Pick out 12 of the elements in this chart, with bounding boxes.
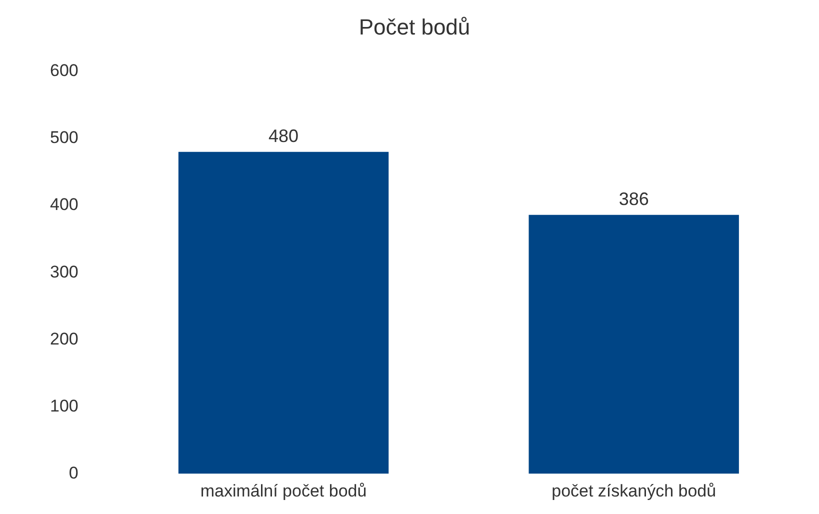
y-tick-label: 300	[50, 262, 78, 282]
y-tick-label: 200	[50, 329, 78, 348]
x-tick-label: počet získaných bodů	[552, 482, 716, 501]
data-label: 386	[618, 188, 649, 209]
y-tick-label: 500	[50, 128, 78, 148]
data-label: 480	[268, 126, 299, 146]
chart-title: Počet bodů	[358, 14, 470, 40]
y-tick-label: 400	[50, 195, 78, 214]
y-tick-label: 100	[50, 396, 78, 416]
y-tick-label: 600	[50, 61, 78, 80]
x-tick-label: maximální počet bodů	[200, 482, 367, 501]
y-tick-label: 0	[68, 463, 78, 482]
